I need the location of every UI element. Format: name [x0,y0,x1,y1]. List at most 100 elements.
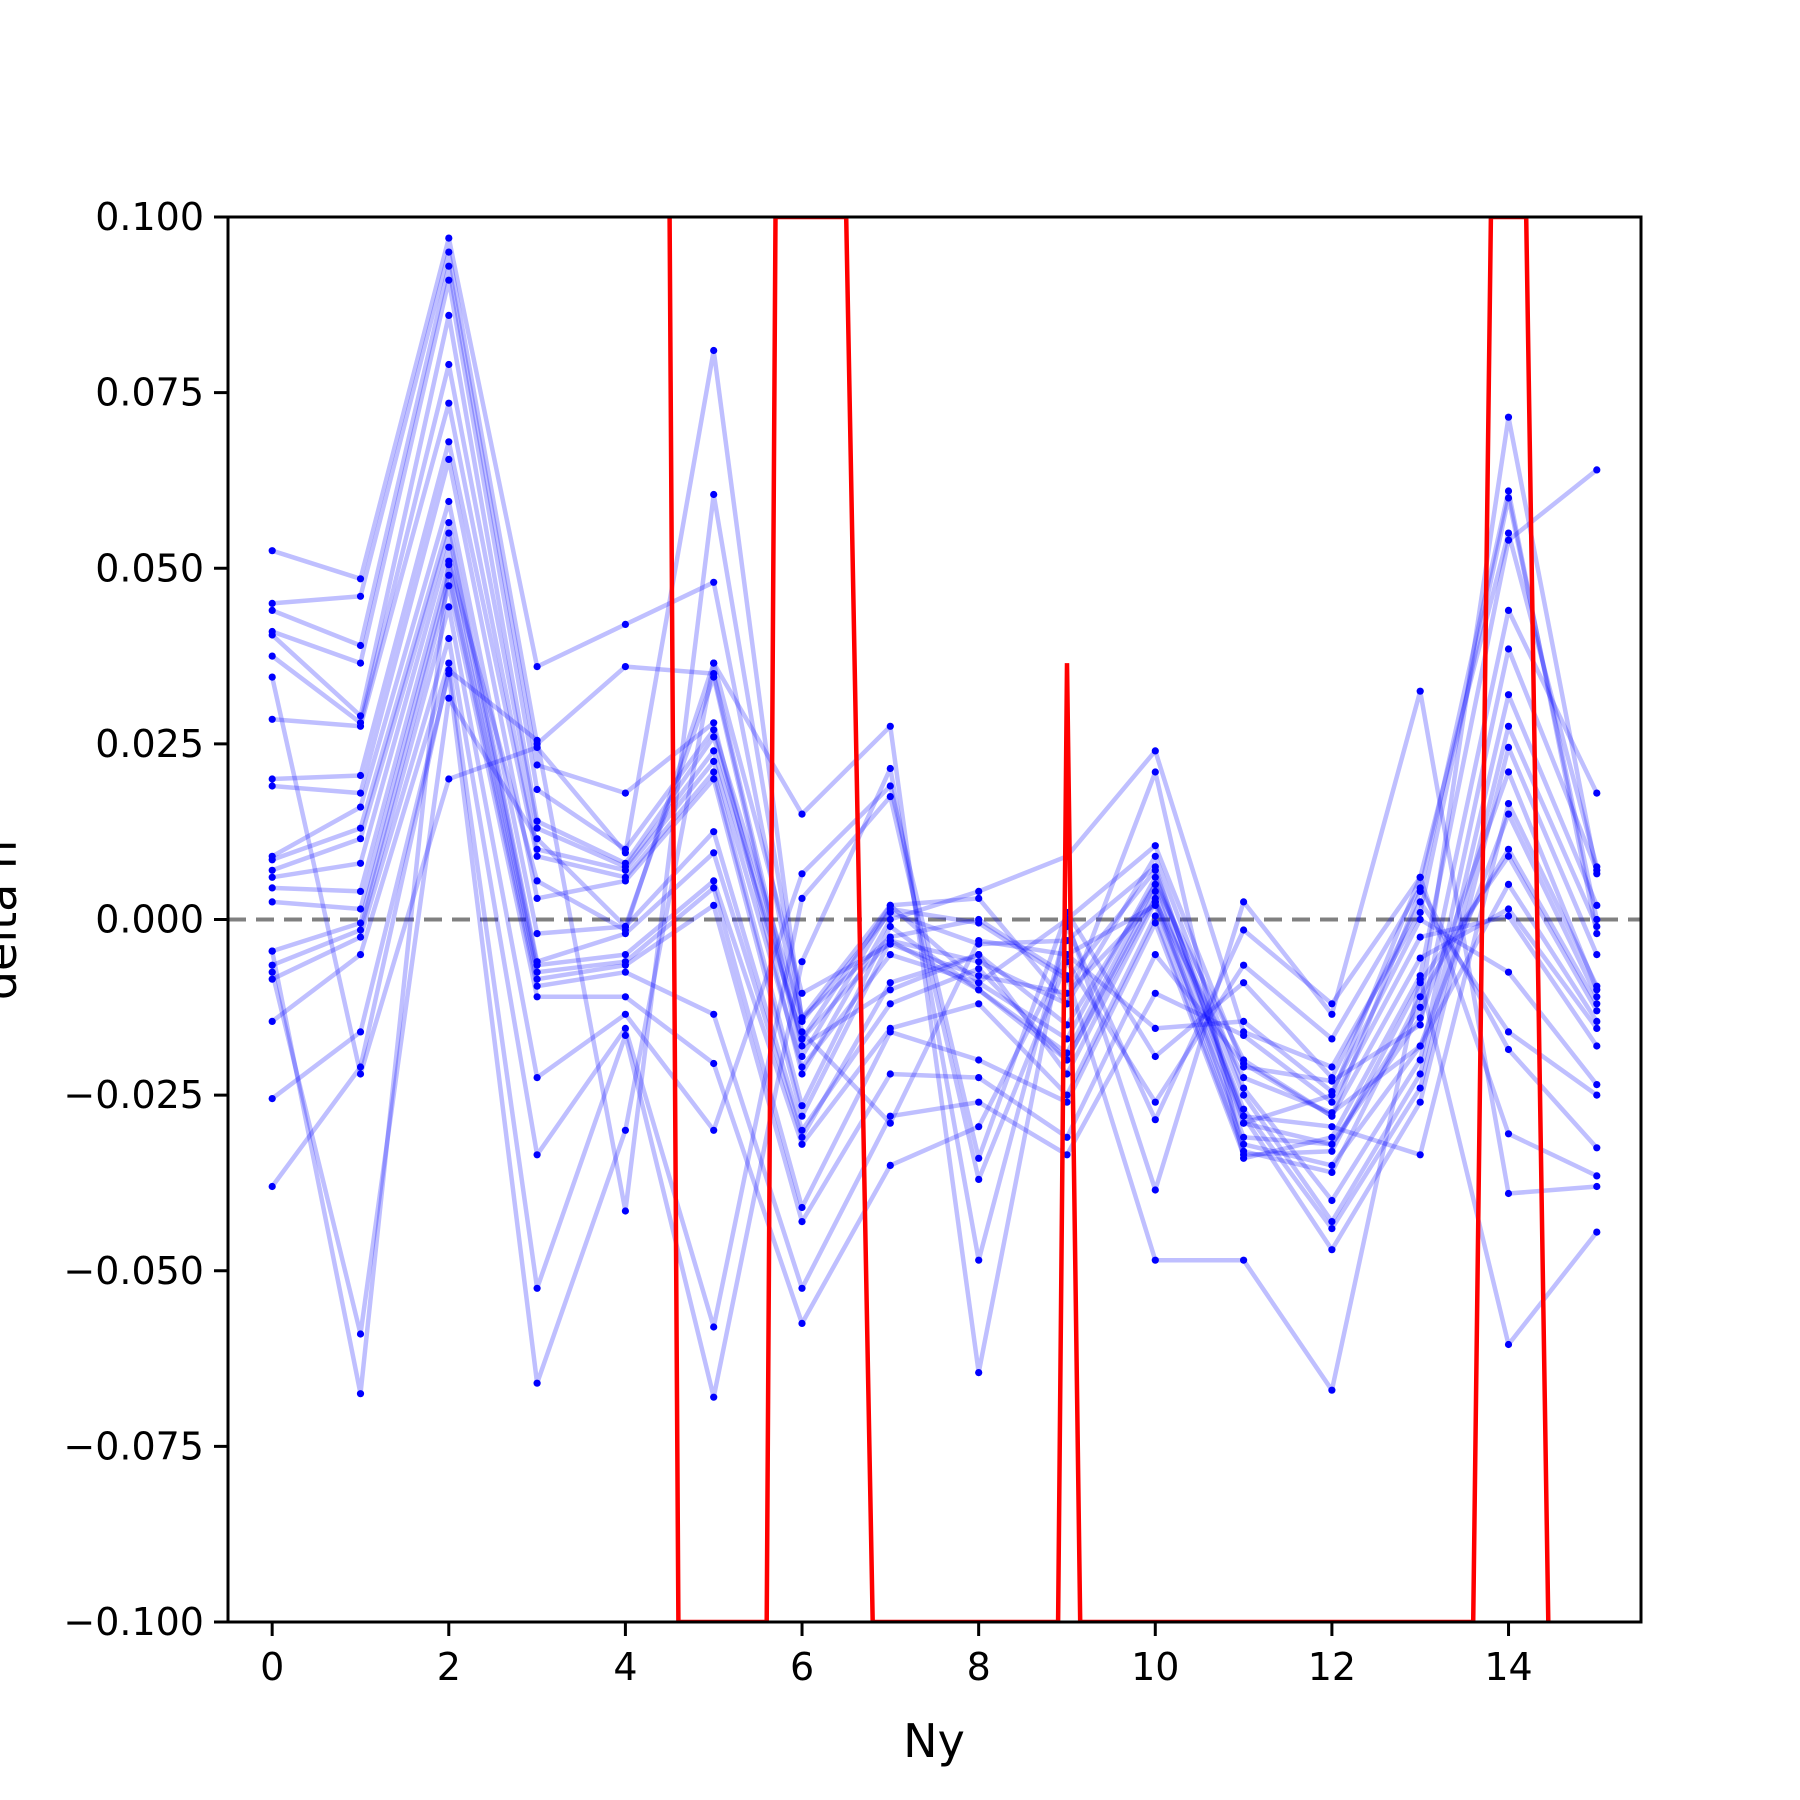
x-tick-label: 0 [260,1645,284,1689]
data-point [356,1063,365,1071]
data-point [1416,1056,1424,1064]
data-point [710,733,718,741]
data-point [1328,1225,1336,1233]
data-point [1240,926,1248,934]
data-point [1504,1340,1513,1349]
data-point [1416,873,1424,881]
data-point [1416,933,1424,941]
data-point [1063,1133,1071,1141]
data-point [268,961,276,969]
y-axis-label: delta h [0,840,27,1000]
data-point [1151,989,1159,997]
series-line-20 [270,660,1597,1386]
data-point [1593,1024,1601,1032]
data-point [356,641,365,650]
data-point [798,989,806,997]
data-point [1504,905,1513,913]
data-point [975,1123,983,1131]
series-line-4 [271,277,1599,1161]
data-point [356,951,365,959]
data-point [445,360,453,369]
data-point [975,965,983,973]
data-point [1504,1028,1513,1036]
data-point [1328,1123,1336,1131]
data-point [1504,494,1513,502]
data-point [886,1112,894,1120]
data-point [975,1369,983,1377]
series-line-16 [271,583,1599,1326]
data-point [1593,922,1601,931]
data-point [798,894,806,903]
data-point [710,1059,718,1068]
data-point [710,1010,718,1018]
data-point [1151,1116,1159,1124]
data-point [798,1203,806,1212]
data-point [798,1052,806,1061]
data-point [1328,1098,1336,1106]
data-point [1328,1010,1336,1018]
data-point [1240,1256,1248,1264]
data-point [1240,1091,1248,1099]
data-point [1416,908,1424,917]
data-point [1416,975,1424,983]
data-point [268,1095,276,1103]
data-point [445,399,453,407]
data-point [710,1323,718,1331]
data-point [1416,884,1424,892]
data-point [1240,1074,1248,1082]
data-point [975,940,983,948]
data-point [1504,529,1513,537]
data-point [268,631,276,639]
data-point [1328,1000,1336,1008]
data-point [445,582,453,590]
data-point [1328,1133,1336,1141]
data-point [886,986,894,994]
data-point [445,603,453,611]
data-point [1593,951,1601,959]
data-point [1240,1105,1248,1113]
data-point [356,887,365,896]
data-point [886,1000,894,1008]
data-point [268,947,276,955]
data-point [710,726,718,734]
data-point [1328,1168,1336,1176]
data-point [621,951,630,959]
data-point [798,1070,806,1078]
data-point [268,975,276,983]
data-point [1504,800,1513,808]
data-point [886,940,894,948]
data-point [1416,954,1424,962]
x-tick-label: 8 [967,1645,991,1689]
series-line-7 [272,400,1599,1224]
y-tick-label: 0.100 [95,195,204,239]
data-point [1593,1007,1601,1015]
data-point [445,659,453,667]
data-point [1063,1151,1071,1159]
data-point [1240,1031,1248,1039]
data-point [886,793,894,801]
data-point [1240,979,1248,987]
data-point [621,1126,630,1134]
data-point [1240,898,1248,906]
data-point [1240,1151,1248,1159]
data-point [886,764,894,773]
series-line-23 [270,674,1599,1337]
data-point [710,490,718,499]
x-axis-label: Ny [903,1714,965,1768]
series-line-24 [269,558,1599,1396]
data-point [710,578,718,586]
data-point [798,810,806,818]
data-point [356,712,365,720]
series-line-15 [272,573,1599,1291]
data-point [356,859,365,867]
data-point [1593,1091,1601,1099]
data-point [1504,743,1513,752]
data-point [975,1256,983,1264]
data-point [975,1154,983,1162]
data-point [1504,968,1513,976]
data-point [886,979,894,987]
data-point [1328,1218,1336,1226]
data-point [1240,1119,1248,1127]
data-point [798,1126,806,1134]
data-point [886,951,894,959]
